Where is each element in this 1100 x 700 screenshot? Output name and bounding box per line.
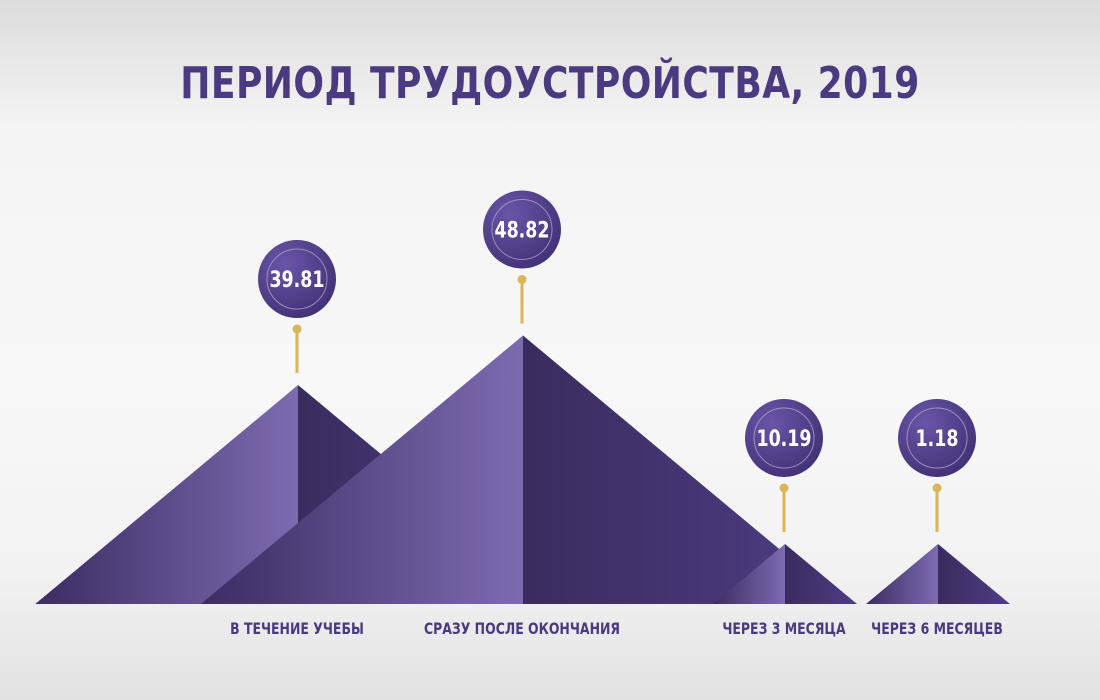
pyramid-right-face [785,544,857,604]
value-bubble-ring [491,198,553,260]
pin-dot [292,324,302,334]
value-bubble [258,240,336,319]
category-label: ЧЕРЕЗ 6 МЕСЯЦЕВ [871,621,1003,639]
pin-dot [517,274,527,284]
pyramid-right-face [938,544,1010,604]
chart-title: ПЕРИОД ТРУДОУСТРОЙСТВА, 2019 [180,58,920,109]
pin-dot [779,483,789,493]
data-label: 48.82 [494,217,549,242]
value-bubble [898,399,976,477]
category-label: В ТЕЧЕНИЕ УЧЕБЫ [230,621,364,639]
data-label: 39.81 [269,267,324,292]
value-bubble [745,399,823,477]
category-label: СРАЗУ ПОСЛЕ ОКОНЧАНИЯ [424,621,620,639]
markers-group: 39.81 48.82 10.19 1.18 [258,190,976,532]
value-bubble-ring [266,248,328,310]
value-bubble [483,190,561,269]
pyramid-left-face [713,544,785,604]
pyramid-right-face [523,335,846,604]
pin-dot [932,483,942,493]
pyramid-left-face [866,544,938,604]
pyramid-left-face [35,385,299,604]
data-label: 10.19 [756,426,811,451]
category-label: ЧЕРЕЗ 3 МЕСЯЦА [722,621,846,639]
value-bubble-ring [753,407,815,469]
category-labels-group: В ТЕЧЕНИЕ УЧЕБЫ СРАЗУ ПОСЛЕ ОКОНЧАНИЯ ЧЕРЕ… [230,621,1003,639]
pyramids-group [35,335,1010,604]
value-bubble-ring [906,407,968,469]
pyramid-left-face [200,335,523,604]
data-label: 1.18 [916,426,959,451]
